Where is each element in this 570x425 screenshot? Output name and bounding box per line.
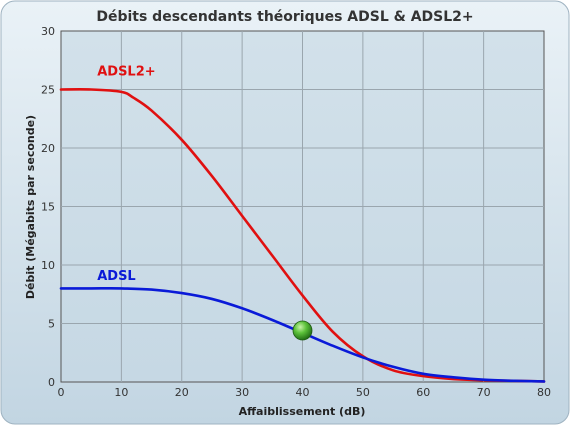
y-tick-label: 10 [41, 259, 55, 272]
series-line-adsl2 [59, 88, 546, 383]
y-axis-title: Débit (Mégabits par seconde) [24, 115, 37, 299]
series-layer [59, 88, 546, 383]
labels-layer: ADSL2+ ADSL [97, 64, 155, 284]
y-tick-label: 0 [48, 376, 55, 389]
x-tick-label: 40 [296, 386, 310, 399]
x-tick-label: 70 [477, 386, 491, 399]
series-label-adsl: ADSL [97, 269, 136, 284]
axis-ticks: 0 10 20 30 40 50 60 70 80 0 5 10 15 20 25 30 [41, 25, 551, 399]
x-tick-label: 20 [175, 386, 189, 399]
x-tick-label: 0 [58, 386, 65, 399]
x-axis-title: Affaiblissement (dB) [239, 405, 366, 418]
y-tick-label: 15 [41, 201, 55, 214]
x-tick-label: 50 [356, 386, 370, 399]
series-label-adsl2: ADSL2+ [97, 64, 155, 79]
y-tick-label: 25 [41, 84, 55, 97]
x-tick-label: 10 [114, 386, 128, 399]
x-tick-label: 80 [537, 386, 551, 399]
x-tick-label: 30 [235, 386, 249, 399]
y-tick-label: 5 [48, 318, 55, 331]
data-point-marker [292, 320, 313, 341]
y-tick-label: 20 [41, 142, 55, 155]
x-tick-label: 60 [416, 386, 430, 399]
y-tick-label: 30 [41, 25, 55, 38]
chart-title: Débits descendants théoriques ADSL & ADS… [96, 9, 473, 25]
